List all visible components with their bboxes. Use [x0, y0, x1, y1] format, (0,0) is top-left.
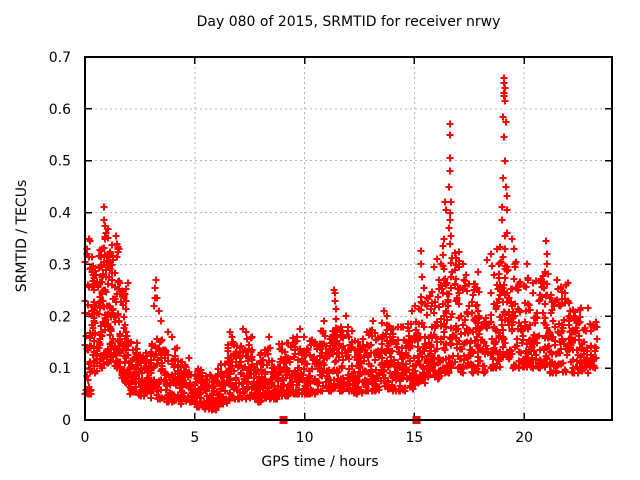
svg-text:0.4: 0.4 — [49, 206, 71, 222]
chart-title: Day 080 of 2015, SRMTID for receiver nrw… — [196, 14, 501, 30]
svg-text:0.6: 0.6 — [49, 102, 71, 118]
svg-text:0.3: 0.3 — [49, 257, 71, 273]
svg-text:0.2: 0.2 — [49, 309, 71, 325]
svg-text:0: 0 — [81, 430, 90, 446]
svg-text:10: 10 — [296, 430, 314, 446]
svg-text:0: 0 — [62, 413, 71, 429]
svg-text:20: 20 — [515, 430, 533, 446]
x-axis-title: GPS time / hours — [261, 454, 379, 470]
svg-text:5: 5 — [190, 430, 199, 446]
svg-text:15: 15 — [405, 430, 423, 446]
svg-text:0.5: 0.5 — [49, 154, 71, 170]
svg-text:0.1: 0.1 — [49, 361, 71, 377]
svg-text:0.7: 0.7 — [49, 50, 71, 66]
